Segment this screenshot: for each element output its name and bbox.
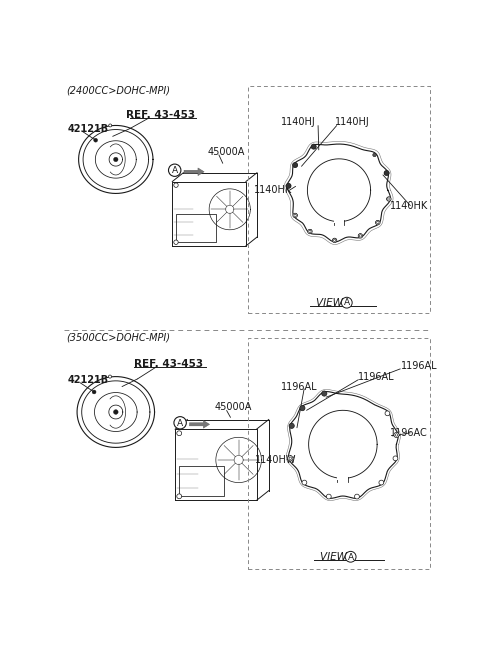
Text: VIEW: VIEW	[320, 552, 350, 562]
Circle shape	[302, 480, 307, 485]
Circle shape	[345, 552, 356, 562]
Text: 45000A: 45000A	[215, 402, 252, 413]
Polygon shape	[190, 421, 210, 428]
Circle shape	[177, 431, 181, 436]
Text: 1140HJ: 1140HJ	[281, 117, 316, 128]
Circle shape	[387, 197, 390, 200]
Circle shape	[177, 494, 181, 498]
Circle shape	[309, 229, 312, 233]
Circle shape	[108, 375, 111, 378]
Circle shape	[377, 221, 379, 224]
Text: REF. 43-453: REF. 43-453	[134, 358, 203, 369]
Circle shape	[388, 198, 390, 200]
Text: (2400CC>DOHC-MPI): (2400CC>DOHC-MPI)	[66, 86, 170, 96]
Text: 42121B: 42121B	[68, 375, 109, 385]
Circle shape	[289, 457, 291, 460]
Circle shape	[359, 234, 361, 237]
Circle shape	[394, 432, 399, 438]
Circle shape	[376, 221, 379, 224]
Text: 1140HW: 1140HW	[255, 455, 297, 465]
Circle shape	[312, 145, 316, 149]
Text: 1140HJ: 1140HJ	[335, 117, 370, 128]
Text: REF. 43-453: REF. 43-453	[126, 110, 195, 120]
Circle shape	[294, 164, 297, 167]
Circle shape	[384, 170, 389, 176]
Text: 1196AL: 1196AL	[281, 382, 317, 392]
Circle shape	[287, 184, 291, 187]
Circle shape	[358, 234, 363, 238]
Circle shape	[376, 221, 380, 225]
Circle shape	[309, 231, 311, 233]
Circle shape	[174, 417, 186, 429]
Text: A: A	[344, 299, 350, 307]
Circle shape	[92, 390, 96, 394]
Text: A: A	[348, 553, 354, 561]
Text: (3500CC>DOHC-MPI): (3500CC>DOHC-MPI)	[66, 333, 170, 343]
Circle shape	[288, 456, 293, 461]
Circle shape	[114, 157, 118, 162]
Circle shape	[311, 144, 316, 149]
Text: 1196AL: 1196AL	[359, 371, 395, 382]
Polygon shape	[184, 168, 204, 176]
Circle shape	[355, 494, 360, 499]
Circle shape	[168, 164, 181, 176]
Circle shape	[384, 172, 388, 175]
Circle shape	[385, 411, 390, 416]
Text: 1196AL: 1196AL	[401, 361, 438, 371]
Circle shape	[294, 214, 297, 217]
Text: 1140HK: 1140HK	[254, 185, 292, 195]
Circle shape	[174, 183, 178, 187]
Circle shape	[174, 240, 178, 244]
Circle shape	[300, 405, 305, 411]
Circle shape	[332, 238, 337, 242]
Circle shape	[326, 494, 331, 499]
Circle shape	[113, 409, 118, 415]
Circle shape	[341, 297, 352, 308]
Circle shape	[293, 214, 297, 217]
Circle shape	[292, 162, 298, 168]
Circle shape	[373, 153, 376, 157]
Circle shape	[109, 124, 112, 127]
Circle shape	[286, 183, 291, 189]
Circle shape	[359, 234, 362, 237]
Circle shape	[395, 434, 398, 436]
Circle shape	[294, 214, 296, 217]
Text: A: A	[177, 419, 183, 428]
Text: 1140HK: 1140HK	[390, 200, 428, 211]
Text: A: A	[172, 166, 178, 175]
Circle shape	[308, 229, 312, 234]
Bar	[335, 217, 344, 223]
Circle shape	[387, 196, 391, 201]
Text: 45000A: 45000A	[207, 147, 245, 157]
Circle shape	[94, 138, 97, 142]
Circle shape	[322, 391, 327, 396]
Circle shape	[289, 423, 294, 428]
Text: 1196AC: 1196AC	[390, 428, 428, 438]
Circle shape	[393, 456, 398, 460]
Circle shape	[333, 238, 336, 242]
Text: VIEW: VIEW	[316, 297, 346, 308]
Bar	[337, 473, 348, 480]
Text: 42121B: 42121B	[68, 124, 109, 134]
Circle shape	[334, 239, 336, 242]
Circle shape	[379, 480, 384, 485]
